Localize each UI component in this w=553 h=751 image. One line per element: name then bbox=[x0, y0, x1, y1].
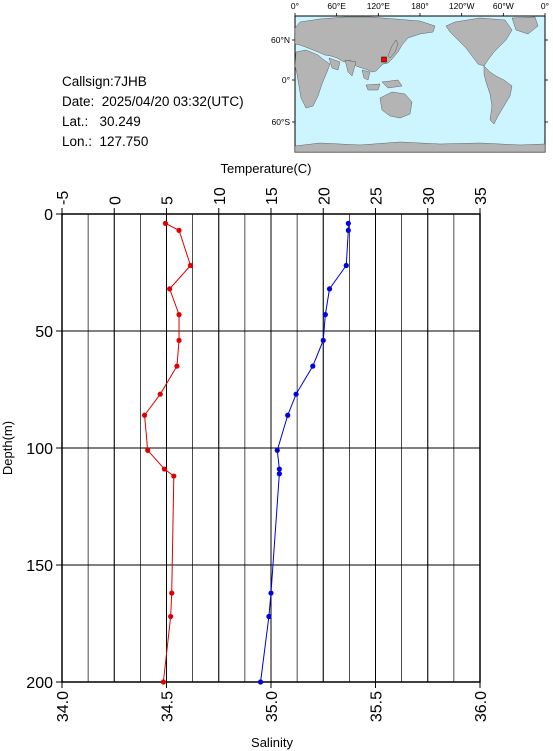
salinity-data-point bbox=[293, 391, 299, 397]
salinity-data-point bbox=[345, 227, 351, 233]
temperature-data-point bbox=[160, 679, 166, 685]
salinity-data-point bbox=[345, 220, 351, 226]
temperature-tick-label: 30 bbox=[421, 187, 438, 205]
map-lon-label: 0° bbox=[541, 1, 549, 11]
temperature-data-point bbox=[141, 412, 148, 418]
temperature-data-point bbox=[176, 337, 182, 343]
map-lat-label: 60°S bbox=[271, 117, 290, 127]
longitude-text: Lon.: 127.750 bbox=[62, 134, 149, 149]
map-land bbox=[294, 16, 546, 153]
temperature-data-point bbox=[169, 590, 175, 596]
location-map: 0° 60°E 120°E 180° 120°W 60°W 0° 60°N 0° 60°S bbox=[271, 1, 549, 153]
map-lon-label: 0° bbox=[291, 1, 299, 11]
map-labels: 0° 60°E 120°E 180° 120°W 60°W 0° 60°N 0° 60°S bbox=[271, 1, 549, 127]
salinity-data-point bbox=[266, 613, 272, 620]
salinity-data-point bbox=[326, 286, 333, 292]
chart-series bbox=[141, 220, 351, 685]
temperature-data-point bbox=[174, 363, 180, 369]
depth-axis-title: Depth(m) bbox=[0, 421, 15, 475]
salinity-tick-label: 35.5 bbox=[369, 691, 386, 722]
map-lat-label: 60°N bbox=[271, 35, 290, 45]
salinity-data-point bbox=[310, 363, 316, 369]
latitude-text: Lat.: 30.249 bbox=[62, 114, 141, 129]
salinity-data-point bbox=[268, 590, 274, 596]
date-text: Date: 2025/04/20 03:32(UTC) bbox=[62, 94, 244, 109]
map-lon-label: 60°W bbox=[493, 1, 514, 11]
temperature-tick-label: 5 bbox=[160, 196, 177, 205]
salinity-data-point bbox=[276, 466, 282, 472]
map-lon-label: 60°E bbox=[327, 1, 346, 11]
temperature-tick-label: 15 bbox=[264, 187, 281, 205]
salinity-data-point bbox=[322, 312, 328, 318]
temperature-data-point bbox=[187, 262, 194, 269]
salinity-data-point bbox=[276, 471, 282, 477]
salinity-data-point bbox=[257, 679, 264, 685]
temperature-tick-label: 25 bbox=[369, 187, 386, 205]
map-lon-label: 120°E bbox=[367, 1, 391, 11]
callsign-text: Callsign:7JHB bbox=[62, 74, 147, 89]
temperature-data-point bbox=[162, 220, 169, 226]
salinity-data-point bbox=[320, 337, 326, 343]
temperature-tick-label: 0 bbox=[107, 196, 124, 205]
salinity-tick-label: 35.0 bbox=[264, 691, 281, 722]
temperature-tick-label: 10 bbox=[212, 187, 229, 205]
temperature-data-point bbox=[167, 286, 173, 292]
salinity-tick-label: 34.5 bbox=[160, 691, 177, 722]
map-lon-label: 180° bbox=[411, 1, 429, 11]
depth-tick-label: 200 bbox=[26, 675, 53, 692]
temperature-data-point bbox=[171, 473, 177, 479]
map-lon-label: 120°W bbox=[449, 1, 475, 11]
temperature-axis-title: Temperature(C) bbox=[220, 161, 311, 176]
temperature-tick-label: -5 bbox=[55, 191, 72, 205]
temperature-data-point bbox=[145, 447, 151, 453]
map-lat-label: 0° bbox=[282, 75, 290, 85]
salinity-data-point bbox=[343, 262, 349, 269]
temperature-data-point bbox=[168, 613, 174, 620]
temperature-tick-label: 20 bbox=[316, 187, 333, 205]
temperature-data-point bbox=[176, 312, 182, 318]
temperature-data-point bbox=[161, 466, 168, 472]
chart-grid bbox=[61, 213, 481, 683]
salinity-tick-label: 34.0 bbox=[55, 691, 72, 722]
plot-frame bbox=[61, 213, 481, 683]
salinity-data-point bbox=[274, 447, 280, 453]
salinity-profile-line bbox=[260, 223, 349, 683]
temperature-data-point bbox=[176, 227, 182, 233]
salinity-data-point bbox=[285, 412, 291, 418]
temperature-data-point bbox=[157, 391, 163, 397]
depth-tick-label: 50 bbox=[35, 324, 53, 341]
station-info: Callsign:7JHB Date: 2025/04/20 03:32(UTC… bbox=[62, 72, 244, 152]
station-marker bbox=[381, 56, 387, 63]
depth-tick-label: 0 bbox=[44, 207, 53, 224]
salinity-axis-title: Salinity bbox=[251, 735, 293, 750]
map-ticks bbox=[292, 13, 548, 123]
depth-tick-label: 150 bbox=[26, 558, 53, 575]
depth-tick-label: 100 bbox=[26, 441, 53, 458]
salinity-tick-label: 36.0 bbox=[473, 691, 490, 722]
temperature-tick-label: 35 bbox=[473, 187, 490, 205]
temperature-profile-line bbox=[144, 222, 192, 683]
